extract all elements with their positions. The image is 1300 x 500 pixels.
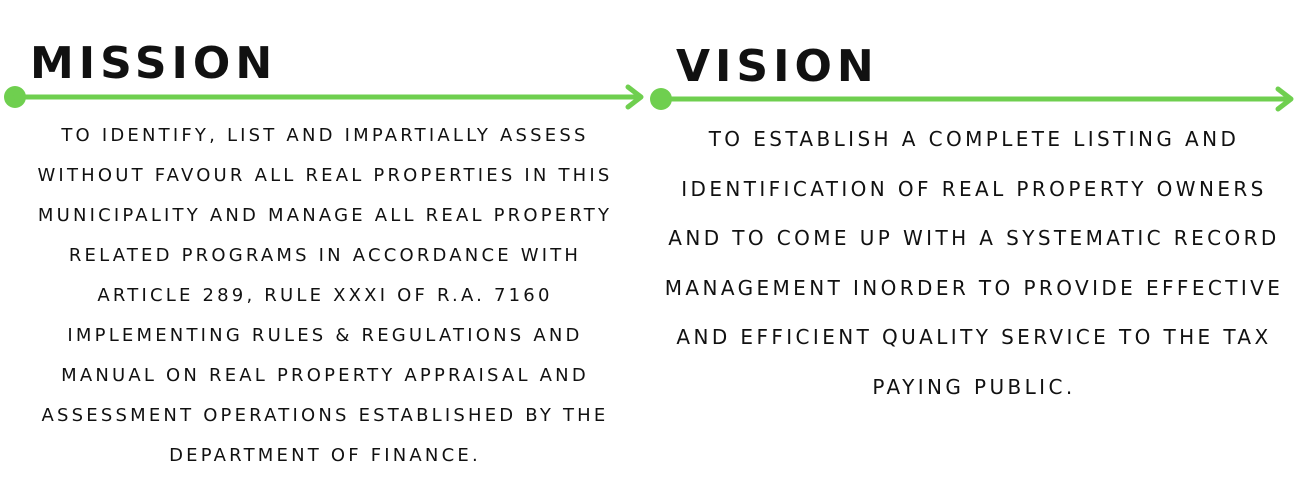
vision-text: TO ESTABLISH A COMPLETE LISTING AND IDEN… bbox=[664, 127, 1284, 399]
vision-arrow-head bbox=[1275, 86, 1294, 112]
vision-arrow bbox=[650, 86, 1294, 112]
vision-heading: VISION bbox=[676, 41, 879, 92]
mission-text: TO IDENTIFY, LIST AND IMPARTIALLY ASSESS… bbox=[37, 125, 613, 466]
mission-arrow bbox=[4, 84, 644, 110]
mission-arrow-head bbox=[625, 84, 644, 110]
mission-heading: MISSION bbox=[30, 38, 278, 89]
